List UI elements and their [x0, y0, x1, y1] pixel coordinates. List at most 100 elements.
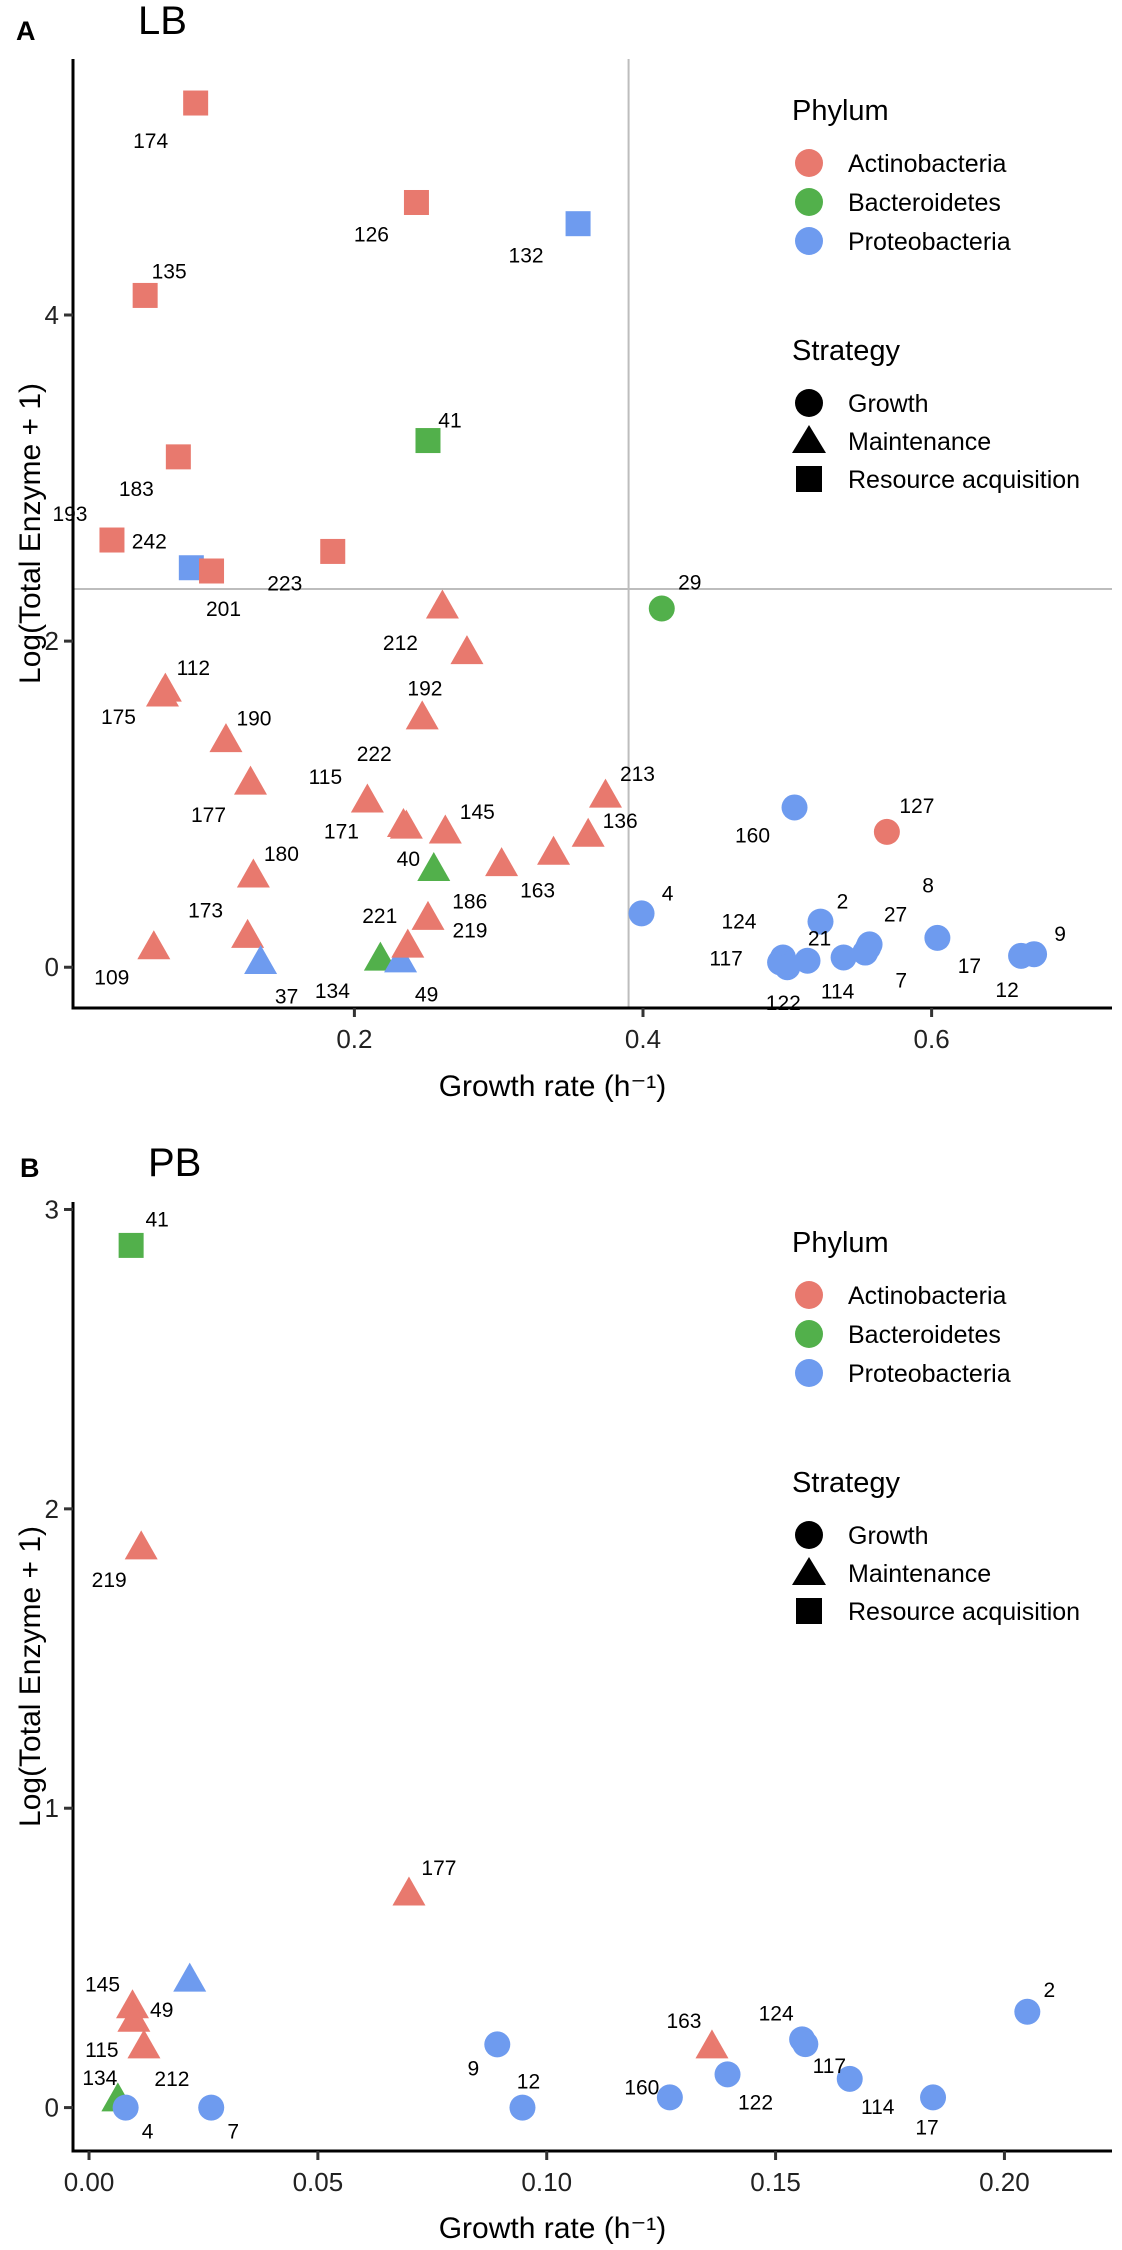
y-tick-label: 2: [45, 1494, 59, 1524]
point-label: 135: [152, 260, 187, 283]
point-label: 212: [383, 632, 418, 655]
data-point-122: [714, 2061, 741, 2088]
data-point-2: [1014, 1998, 1041, 2025]
point-label: 219: [92, 1569, 127, 1592]
legend-swatch-bacteroidetes: [795, 1320, 823, 1348]
point-label: 41: [145, 1208, 168, 1231]
data-point-8: [855, 934, 882, 961]
legend-item-label: Bacteroidetes: [848, 1321, 1001, 1349]
data-point-9: [1021, 941, 1048, 968]
data-point-115: [350, 783, 384, 813]
legend-item-label: Resource acquisition: [848, 1598, 1080, 1626]
data-point-212: [127, 2029, 161, 2059]
data-point-219: [411, 900, 445, 930]
point-label: 186: [452, 890, 487, 913]
data-point-114: [830, 944, 857, 971]
data-point-122: [774, 954, 801, 981]
data-point-17: [920, 2084, 947, 2111]
point-label: 173: [188, 899, 223, 922]
point-label: 193: [52, 503, 87, 526]
legend-item-label: Resource acquisition: [848, 466, 1080, 494]
data-point-136: [571, 817, 605, 847]
point-label: 163: [666, 2010, 701, 2033]
legend-swatch-actinobacteria: [795, 1281, 823, 1309]
point-label: 222: [357, 743, 392, 766]
data-point-190: [209, 723, 243, 753]
legend-strategy-title: Strategy: [792, 335, 900, 367]
point-label: 136: [603, 810, 638, 833]
legend-strategy-title: Strategy: [792, 1467, 900, 1499]
data-point-127: [873, 818, 900, 845]
point-label: 4: [142, 2121, 154, 2144]
point-label: 174: [133, 130, 168, 153]
data-point-163: [695, 2029, 729, 2059]
point-label: 180: [264, 843, 299, 866]
data-point-221: [391, 928, 425, 958]
data-point-49: [384, 943, 418, 973]
y-tick-label: 4: [45, 300, 59, 330]
data-point-114: [836, 2065, 863, 2092]
panel-b-title: PB: [148, 1141, 201, 1185]
x-tick-label: 0.00: [64, 2167, 115, 2197]
point-label: 114: [821, 980, 855, 1003]
point-label: 122: [738, 2091, 773, 2114]
legend-phylum-title: Phylum: [792, 1227, 889, 1259]
y-axis-title: Log(Total Enzyme + 1): [14, 383, 47, 684]
point-label: 134: [82, 2067, 117, 2090]
point-label: 177: [421, 1857, 456, 1880]
point-label: 223: [267, 572, 302, 595]
data-point-115: [117, 2002, 151, 2032]
data-point-17: [924, 924, 951, 951]
legend-swatch-bacteroidetes: [795, 188, 823, 216]
data-point-134: [363, 941, 397, 971]
point-label: 175: [101, 706, 136, 729]
point-label: 117: [709, 947, 742, 970]
point-label: 127: [899, 795, 934, 818]
legend-swatch-proteobacteria: [795, 1359, 823, 1387]
legend-item-label: Proteobacteria: [848, 228, 1011, 256]
point-label: 221: [362, 905, 397, 928]
data-point-223: [320, 538, 346, 564]
legend-phylum-title: Phylum: [792, 95, 889, 127]
point-label: 190: [236, 708, 271, 731]
panel-a-legend: Phylum Actinobacteria Bacteroidetes Proteob…: [792, 95, 1080, 494]
point-label: 12: [517, 2071, 540, 2094]
data-point-132: [565, 211, 591, 237]
data-point-135: [132, 282, 158, 308]
point-label: 7: [895, 970, 907, 993]
data-point-109: [137, 930, 171, 960]
data-point-41: [118, 1232, 144, 1258]
point-label: 12: [995, 979, 1018, 1002]
legend-square-icon: [796, 466, 822, 492]
legend-item-label: Proteobacteria: [848, 1360, 1011, 1388]
x-tick-label: 0.20: [979, 2167, 1030, 2197]
point-label: 2: [837, 891, 849, 914]
y-tick-label: 1: [45, 1793, 59, 1823]
point-label: 8: [922, 875, 934, 898]
point-label: 17: [915, 2116, 938, 2139]
point-label: 29: [678, 572, 701, 595]
panel-b-letter: B: [20, 1153, 40, 1183]
panel-b-legend: Phylum Actinobacteria Bacteroidetes Proteob…: [792, 1227, 1080, 1626]
data-point-160: [781, 794, 808, 821]
point-label: 49: [150, 1999, 173, 2022]
point-label: 160: [735, 824, 770, 847]
data-point-9: [484, 2031, 511, 2058]
data-point-4: [628, 900, 655, 927]
y-tick-label: 0: [45, 2093, 59, 2123]
point-label: 163: [520, 880, 555, 903]
point-label: 41: [438, 410, 461, 433]
x-tick-label: 0.4: [625, 1024, 661, 1054]
point-label: 40: [397, 848, 420, 871]
data-point-145: [428, 814, 462, 844]
data-point-21: [794, 947, 821, 974]
point-label: 219: [452, 919, 487, 942]
legend-item-label: Actinobacteria: [848, 1282, 1007, 1310]
point-label: 192: [407, 678, 442, 701]
data-point-37: [244, 944, 278, 974]
point-label: 37: [275, 985, 298, 1008]
point-label: 27: [884, 903, 907, 926]
data-point-12: [509, 2094, 536, 2121]
legend-item-label: Growth: [848, 1522, 929, 1550]
data-point-7: [198, 2094, 225, 2121]
